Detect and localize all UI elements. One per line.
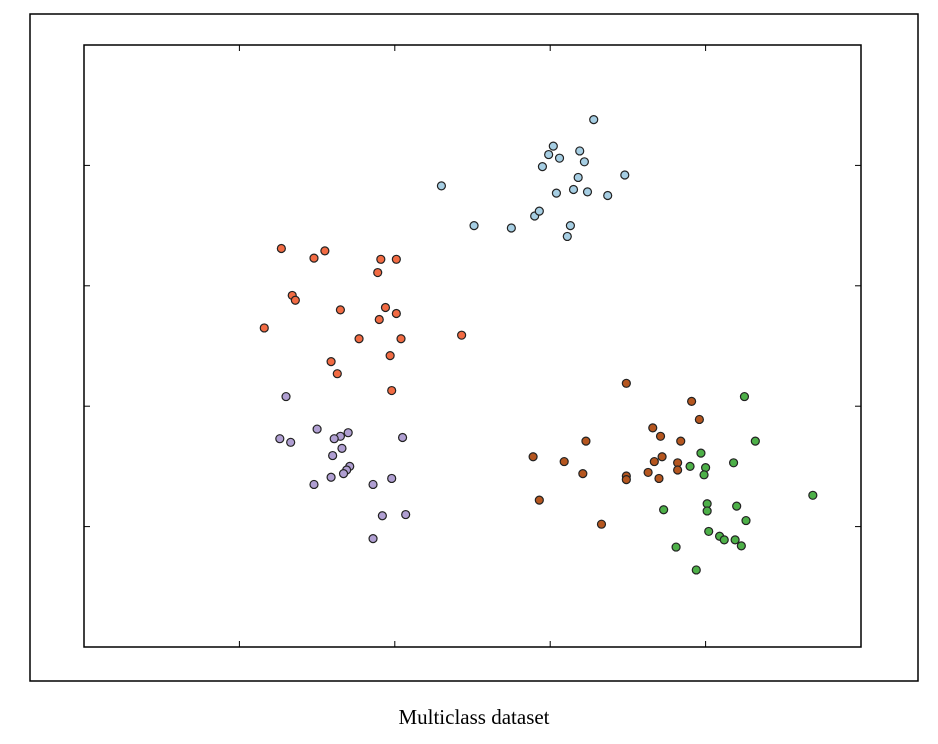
point	[741, 515, 751, 526]
point	[581, 436, 591, 446]
point	[673, 465, 683, 475]
point	[373, 267, 383, 278]
point	[620, 170, 630, 180]
point	[281, 391, 291, 402]
point	[506, 223, 516, 233]
point	[736, 541, 746, 551]
point	[534, 206, 544, 216]
point	[621, 475, 631, 485]
point	[259, 323, 269, 333]
point	[671, 542, 681, 552]
point	[534, 495, 544, 505]
point	[377, 511, 387, 521]
point	[659, 505, 669, 515]
point	[579, 157, 589, 167]
point	[568, 184, 579, 195]
point	[354, 334, 364, 344]
point	[699, 470, 709, 480]
point	[728, 458, 739, 468]
point	[732, 501, 742, 511]
point	[290, 295, 300, 305]
point	[582, 187, 593, 197]
point	[335, 305, 346, 315]
point	[544, 149, 554, 160]
point	[657, 452, 667, 462]
point	[808, 490, 818, 500]
point	[603, 190, 613, 201]
point	[702, 506, 712, 516]
point	[621, 378, 631, 388]
point	[685, 461, 695, 471]
point	[309, 253, 319, 263]
point	[573, 172, 583, 183]
point	[387, 385, 397, 396]
point	[328, 450, 338, 461]
point	[320, 246, 330, 256]
point	[436, 181, 447, 191]
point	[338, 469, 349, 479]
point	[326, 472, 336, 482]
point	[374, 314, 384, 325]
point	[719, 535, 729, 545]
point	[676, 436, 686, 446]
point	[596, 519, 607, 529]
point	[312, 424, 322, 434]
point	[329, 434, 339, 444]
figure-frame	[29, 13, 919, 682]
point	[649, 456, 659, 467]
point	[578, 469, 588, 479]
point	[337, 443, 347, 453]
point	[537, 162, 548, 172]
point	[380, 302, 391, 313]
point	[528, 452, 538, 462]
point	[739, 391, 750, 402]
point	[562, 231, 572, 242]
point	[391, 254, 401, 264]
point	[457, 330, 467, 340]
point	[391, 308, 401, 319]
point	[654, 473, 664, 484]
point	[750, 436, 760, 446]
point	[276, 243, 286, 254]
point	[575, 146, 585, 156]
point	[275, 434, 285, 444]
point	[694, 414, 704, 425]
point	[687, 396, 697, 406]
point	[368, 479, 378, 490]
point	[469, 221, 479, 231]
point	[704, 526, 714, 537]
axes-frame	[83, 44, 862, 648]
point	[387, 473, 397, 484]
point	[648, 423, 658, 433]
point	[696, 448, 706, 458]
point	[343, 428, 353, 438]
point	[551, 188, 562, 198]
caption: Multiclass dataset	[398, 705, 549, 729]
point	[385, 351, 395, 361]
point	[655, 431, 666, 441]
point	[589, 115, 599, 125]
point	[332, 369, 342, 379]
point	[309, 479, 319, 490]
point	[376, 254, 386, 264]
point	[286, 437, 296, 447]
point	[554, 153, 565, 163]
point	[565, 221, 576, 231]
point	[691, 565, 701, 575]
point	[559, 456, 569, 467]
point	[401, 509, 411, 520]
point	[643, 467, 653, 478]
point	[548, 141, 558, 151]
point	[397, 432, 408, 443]
point	[326, 357, 336, 367]
point	[396, 334, 406, 344]
point	[730, 535, 740, 545]
point	[368, 534, 378, 544]
